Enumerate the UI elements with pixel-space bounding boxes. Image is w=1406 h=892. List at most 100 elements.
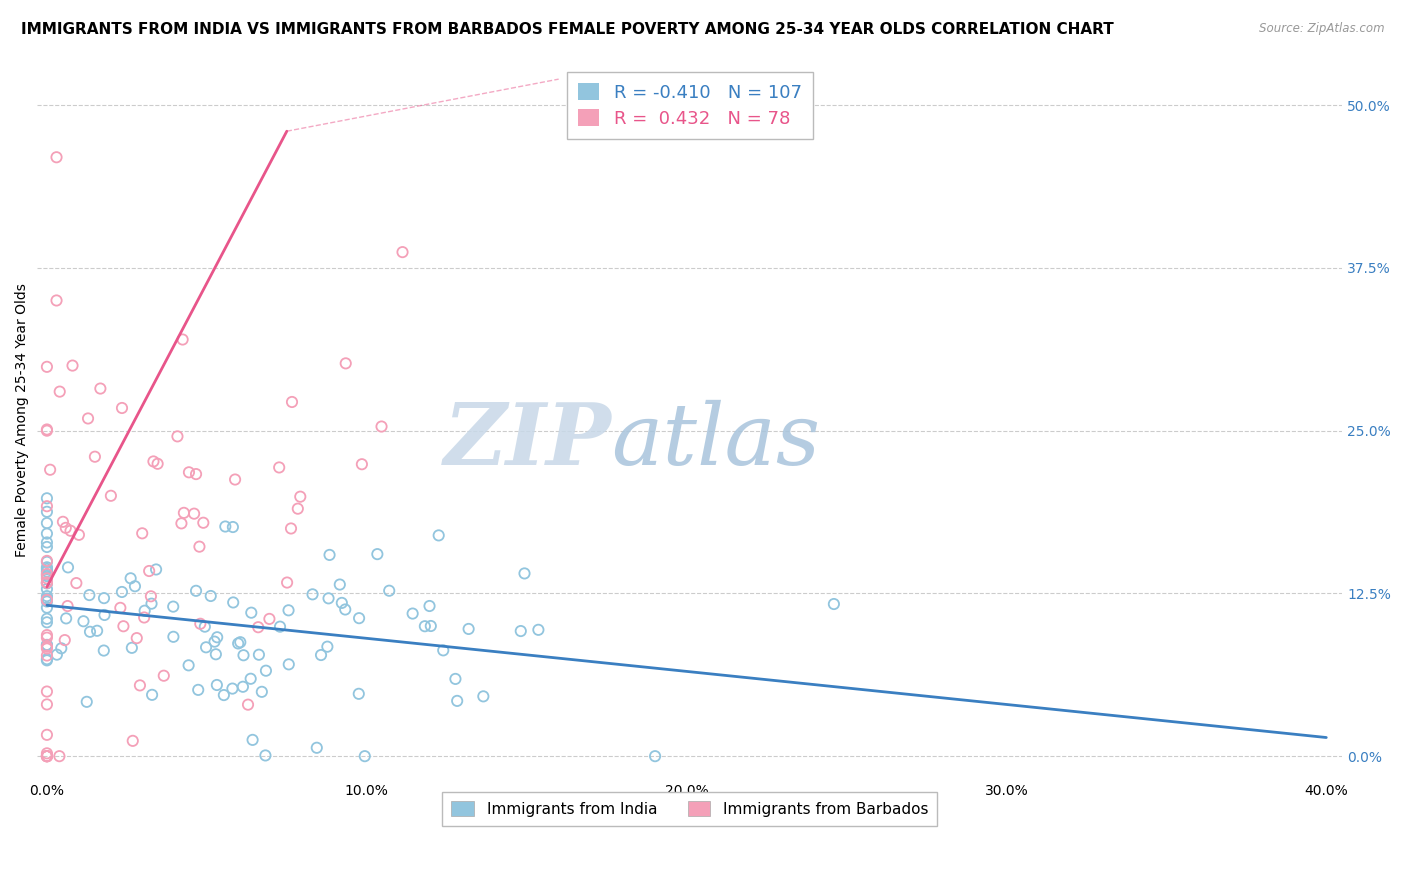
Immigrants from Barbados bbox=[45, 150, 67, 164]
Immigrants from India bbox=[111, 585, 134, 599]
Text: ZIP: ZIP bbox=[444, 400, 612, 483]
Immigrants from India bbox=[56, 560, 79, 574]
Immigrants from India bbox=[301, 587, 323, 601]
Immigrants from India bbox=[309, 648, 332, 662]
Immigrants from India bbox=[240, 606, 263, 620]
Immigrants from India bbox=[318, 591, 340, 606]
Immigrants from Barbados bbox=[224, 473, 246, 487]
Immigrants from India bbox=[316, 640, 339, 654]
Immigrants from Barbados bbox=[152, 669, 174, 683]
Immigrants from India bbox=[277, 657, 299, 672]
Immigrants from Barbados bbox=[48, 749, 70, 764]
Immigrants from India bbox=[444, 672, 467, 686]
Text: atlas: atlas bbox=[612, 400, 821, 483]
Immigrants from India bbox=[93, 591, 115, 606]
Immigrants from India bbox=[35, 576, 58, 591]
Immigrants from Barbados bbox=[35, 566, 58, 581]
Immigrants from India bbox=[401, 607, 423, 621]
Immigrants from India bbox=[329, 577, 352, 591]
Immigrants from India bbox=[51, 641, 73, 656]
Immigrants from India bbox=[55, 611, 77, 625]
Immigrants from India bbox=[205, 630, 228, 644]
Immigrants from Barbados bbox=[35, 575, 58, 590]
Immigrants from Barbados bbox=[35, 499, 58, 513]
Immigrants from Barbados bbox=[269, 460, 291, 475]
Immigrants from Barbados bbox=[35, 728, 58, 742]
Immigrants from India bbox=[35, 562, 58, 576]
Immigrants from India bbox=[527, 623, 550, 637]
Immigrants from India bbox=[242, 732, 264, 747]
Immigrants from Barbados bbox=[134, 610, 156, 624]
Immigrants from India bbox=[378, 583, 401, 598]
Immigrants from Barbados bbox=[172, 333, 194, 347]
Immigrants from India bbox=[121, 640, 143, 655]
Immigrants from Barbados bbox=[35, 648, 58, 663]
Immigrants from India bbox=[353, 749, 375, 764]
Immigrants from India bbox=[366, 547, 388, 561]
Immigrants from Barbados bbox=[56, 599, 79, 613]
Immigrants from India bbox=[232, 680, 254, 694]
Immigrants from India bbox=[823, 597, 845, 611]
Immigrants from Barbados bbox=[276, 575, 298, 590]
Immigrants from India bbox=[205, 647, 228, 661]
Immigrants from India bbox=[457, 622, 479, 636]
Immigrants from India bbox=[177, 658, 200, 673]
Immigrants from India bbox=[35, 505, 58, 519]
Immigrants from India bbox=[644, 749, 666, 764]
Text: Source: ZipAtlas.com: Source: ZipAtlas.com bbox=[1260, 22, 1385, 36]
Immigrants from India bbox=[277, 603, 299, 617]
Immigrants from India bbox=[427, 528, 450, 542]
Immigrants from India bbox=[35, 565, 58, 579]
Immigrants from Barbados bbox=[129, 678, 152, 692]
Immigrants from Barbados bbox=[138, 564, 160, 578]
Immigrants from India bbox=[35, 491, 58, 506]
Immigrants from Barbados bbox=[259, 612, 281, 626]
Immigrants from Barbados bbox=[39, 463, 62, 477]
Immigrants from India bbox=[318, 548, 340, 562]
Immigrants from India bbox=[35, 567, 58, 582]
Immigrants from India bbox=[229, 635, 252, 649]
Immigrants from Barbados bbox=[35, 640, 58, 654]
Immigrants from Barbados bbox=[287, 501, 309, 516]
Immigrants from India bbox=[35, 652, 58, 666]
Immigrants from India bbox=[330, 596, 353, 610]
Immigrants from Barbados bbox=[110, 600, 132, 615]
Immigrants from India bbox=[35, 569, 58, 583]
Immigrants from India bbox=[239, 672, 262, 686]
Text: IMMIGRANTS FROM INDIA VS IMMIGRANTS FROM BARBADOS FEMALE POVERTY AMONG 25-34 YEA: IMMIGRANTS FROM INDIA VS IMMIGRANTS FROM… bbox=[21, 22, 1114, 37]
Immigrants from Barbados bbox=[35, 554, 58, 568]
Immigrants from Barbados bbox=[177, 465, 200, 479]
Immigrants from Barbados bbox=[35, 359, 58, 374]
Immigrants from India bbox=[232, 648, 254, 663]
Immigrants from India bbox=[472, 690, 495, 704]
Immigrants from India bbox=[195, 640, 218, 655]
Immigrants from India bbox=[184, 583, 207, 598]
Immigrants from India bbox=[35, 591, 58, 606]
Immigrants from Barbados bbox=[281, 395, 304, 409]
Immigrants from India bbox=[187, 682, 209, 697]
Immigrants from Barbados bbox=[188, 540, 211, 554]
Immigrants from Barbados bbox=[35, 571, 58, 585]
Immigrants from India bbox=[35, 591, 58, 606]
Immigrants from India bbox=[205, 678, 228, 692]
Immigrants from Barbados bbox=[290, 490, 312, 504]
Immigrants from India bbox=[35, 638, 58, 652]
Immigrants from Barbados bbox=[350, 457, 373, 471]
Immigrants from India bbox=[79, 588, 101, 602]
Immigrants from Barbados bbox=[188, 616, 211, 631]
Immigrants from India bbox=[35, 576, 58, 591]
Immigrants from India bbox=[221, 681, 243, 696]
Immigrants from India bbox=[35, 516, 58, 530]
Immigrants from India bbox=[145, 562, 167, 576]
Immigrants from India bbox=[35, 526, 58, 541]
Immigrants from Barbados bbox=[247, 620, 270, 634]
Immigrants from India bbox=[35, 535, 58, 549]
Immigrants from India bbox=[212, 688, 235, 702]
Immigrants from Barbados bbox=[35, 641, 58, 656]
Immigrants from Barbados bbox=[35, 749, 58, 764]
Immigrants from Barbados bbox=[280, 521, 302, 535]
Immigrants from Barbados bbox=[35, 749, 58, 764]
Immigrants from Barbados bbox=[35, 684, 58, 698]
Immigrants from India bbox=[120, 571, 142, 585]
Legend: Immigrants from India, Immigrants from Barbados: Immigrants from India, Immigrants from B… bbox=[443, 792, 938, 826]
